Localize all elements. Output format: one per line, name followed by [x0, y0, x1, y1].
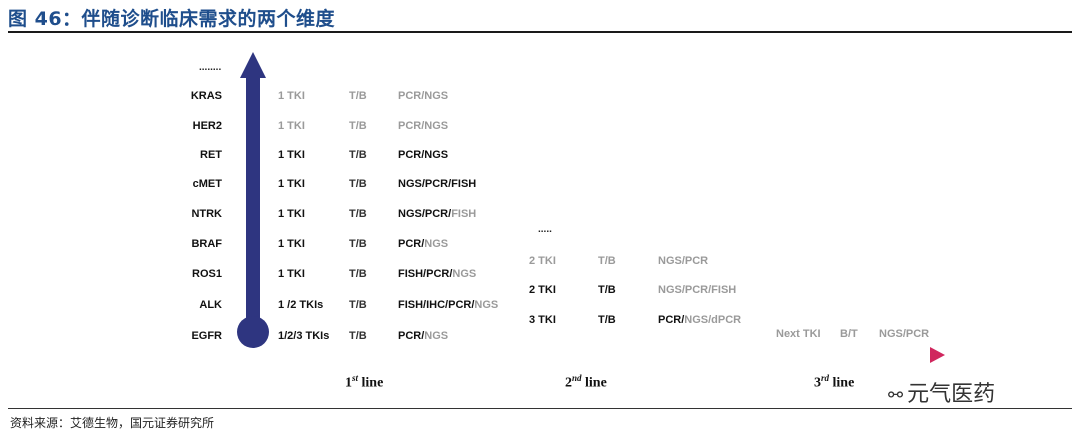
first-line-method: PCR/NGS — [398, 90, 448, 102]
first-line-sample: T/B — [349, 178, 367, 190]
target-label: EGFR — [191, 330, 222, 342]
first-line-label: 1st line — [345, 373, 384, 391]
method-secondary: PCR/NGS — [398, 90, 449, 102]
source-note: 资料来源：艾德生物，国元证券研究所 — [10, 416, 215, 430]
first-line-sample: T/B — [349, 120, 367, 132]
first-line-tki: 1 TKI — [278, 238, 305, 250]
target-label: RET — [200, 149, 222, 161]
first-line-method: NGS/PCR/FISH — [398, 178, 476, 190]
first-line-method: PCR/NGS — [398, 238, 448, 250]
vertical-arrow-shaft — [246, 70, 260, 332]
wechat-icon: ⚯ — [888, 385, 904, 406]
method-primary: PCR/ — [398, 238, 425, 250]
target-label: HER2 — [192, 120, 222, 132]
target-label: ROS1 — [192, 268, 222, 280]
first-line-sample: T/B — [349, 208, 367, 220]
method-secondary: NGS — [424, 330, 449, 342]
first-line-sample: T/B — [349, 299, 367, 311]
vertical-arrow-head — [240, 52, 266, 78]
watermark-text: 元气医药 — [907, 382, 996, 407]
first-line-tki: 1 TKI — [278, 268, 305, 280]
second-line-tki: 2 TKI — [529, 284, 556, 296]
method-secondary: NGS — [474, 299, 499, 311]
first-line-tki: 1 TKI — [278, 178, 305, 190]
method-secondary: FISH — [451, 208, 477, 220]
method-primary: PCR/ — [398, 330, 425, 342]
vertical-arrow-base — [237, 316, 269, 348]
first-line-method: FISH/PCR/NGS — [398, 268, 476, 280]
method-secondary: NGS/PCR/FISH — [658, 284, 737, 296]
first-line-sample: T/B — [349, 149, 367, 161]
third-line-sample: B/T — [840, 328, 858, 340]
target-label: NTRK — [191, 208, 222, 220]
method-secondary: NGS — [452, 268, 477, 280]
method-secondary: NGS/dPCR — [684, 314, 742, 326]
target-label: KRAS — [190, 90, 222, 102]
second-line-method: PCR/NGS/dPCR — [658, 314, 741, 326]
second-line-sample: T/B — [598, 284, 616, 296]
first-line-tki: 1 TKI — [278, 208, 305, 220]
first-line-sample: T/B — [349, 238, 367, 250]
first-line-method: PCR/NGS — [398, 330, 448, 342]
second-line-tki: 3 TKI — [529, 314, 556, 326]
third-line-tki: Next TKI — [776, 328, 821, 340]
method-secondary: NGS/PCR — [658, 255, 709, 267]
method-primary: PCR/ — [658, 314, 685, 326]
second-line-sample: T/B — [598, 314, 616, 326]
figure-title: 图 46：伴随诊断临床需求的两个维度 — [8, 8, 336, 30]
method-primary: NGS/PCR/ — [398, 208, 452, 220]
second-line-method: NGS/PCR/FISH — [658, 284, 736, 296]
first-line-method: FISH/IHC/PCR/NGS — [398, 299, 498, 311]
first-line-sample: T/B — [349, 330, 367, 342]
first-line-tki: 1 TKI — [278, 90, 305, 102]
method-secondary: PCR/NGS — [398, 120, 449, 132]
second-line-label: 2nd line — [565, 373, 607, 391]
top-rule — [8, 31, 1072, 33]
method-secondary: NGS — [424, 238, 449, 250]
target-label: cMET — [192, 178, 222, 190]
second-line-tki: 2 TKI — [529, 255, 556, 267]
first-line-sample: T/B — [349, 90, 367, 102]
first-line-tki: 1 /2 TKIs — [278, 299, 324, 311]
target-label: ALK — [199, 299, 222, 311]
method-primary: NGS/PCR/FISH — [398, 178, 477, 190]
bottom-rule — [8, 408, 1072, 409]
first-line-tki: 1 TKI — [278, 120, 305, 132]
first-line-tki: 1 TKI — [278, 149, 305, 161]
first-line-method: NGS/PCR/FISH — [398, 208, 476, 220]
first-line-tki: 1/2/3 TKIs — [278, 330, 330, 342]
second-line-sample: T/B — [598, 255, 616, 267]
first-line-sample: T/B — [349, 268, 367, 280]
method-primary: PCR/NGS — [398, 149, 449, 161]
horizontal-arrow-head — [930, 347, 945, 363]
watermark: ⚯ 元气医药 — [888, 376, 995, 408]
second-line-method: NGS/PCR — [658, 255, 708, 267]
target-label: BRAF — [191, 238, 222, 250]
method-primary: FISH/PCR/ — [398, 268, 453, 280]
second-line-ellipsis: ..... — [538, 224, 552, 235]
targets-ellipsis: ........ — [199, 62, 222, 73]
method-primary: FISH/IHC/PCR/ — [398, 299, 475, 311]
first-line-method: PCR/NGS — [398, 120, 448, 132]
third-line-label: 3rd line — [814, 373, 855, 391]
first-line-method: PCR/NGS — [398, 149, 448, 161]
third-line-method: NGS/PCR — [879, 328, 930, 340]
